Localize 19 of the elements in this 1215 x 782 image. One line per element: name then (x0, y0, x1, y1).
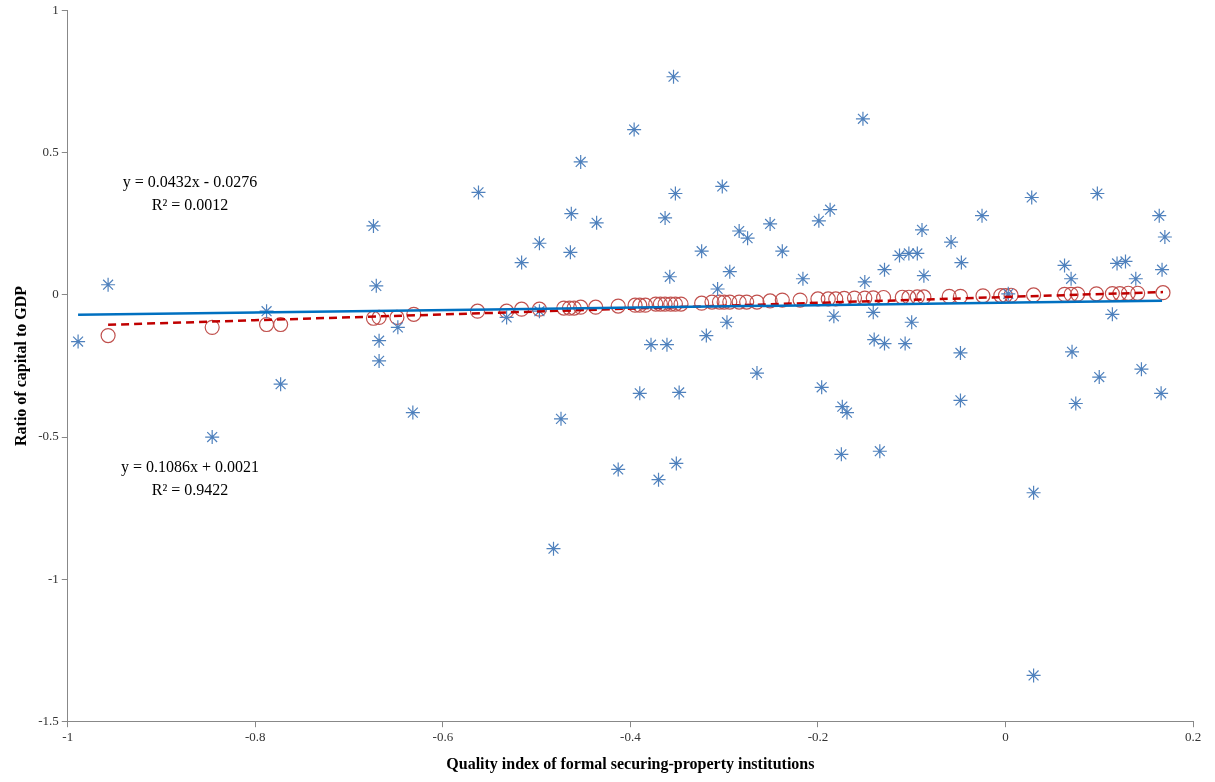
x-tick-label: 0 (1002, 729, 1009, 745)
x-tick-label: -0.2 (807, 729, 829, 745)
x-tick-label: -1 (62, 729, 74, 745)
x-tick-label: -0.4 (620, 729, 642, 745)
y-tick-label: -1 (47, 570, 59, 586)
y-tick-label: 0.5 (42, 144, 59, 160)
x-tick-label: -0.8 (245, 729, 266, 745)
y-axis-title: Ratio of capital to GDP (11, 285, 30, 446)
x-tick-label: 0.2 (1184, 729, 1202, 745)
y-tick-label: 0 (52, 286, 59, 302)
annotation: y = 0.0432x - 0.0276 (122, 173, 258, 192)
annotation: R² = 0.0012 (151, 196, 229, 214)
annotation: R² = 0.9422 (151, 481, 229, 499)
x-axis-title: Quality index of formal securing-property institutions (446, 754, 815, 773)
y-tick-label: -0.5 (38, 428, 59, 444)
x-tick-label: -0.6 (432, 729, 454, 745)
y-tick-label: -1.5 (38, 712, 59, 728)
annotation: y = 0.1086x + 0.0021 (120, 458, 260, 477)
y-tick-label: 1 (52, 2, 59, 18)
